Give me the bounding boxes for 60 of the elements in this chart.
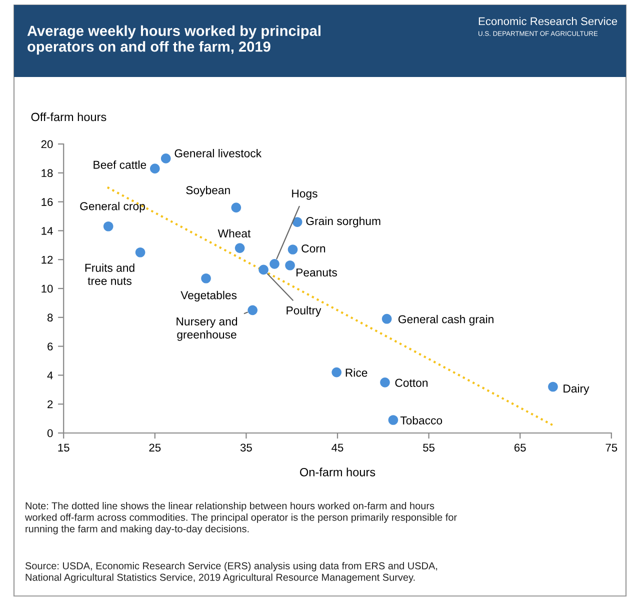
point bbox=[103, 221, 114, 232]
annotation: General cash grain bbox=[398, 314, 494, 326]
point bbox=[288, 244, 298, 254]
point bbox=[285, 260, 295, 270]
y-tick-label: 12 bbox=[42, 256, 53, 264]
x-tick-label: 25 bbox=[149, 444, 161, 452]
x-tick-label: 35 bbox=[240, 444, 252, 452]
annotation: Beef cattle bbox=[94, 160, 146, 169]
y-tick-label: 18 bbox=[42, 169, 53, 178]
annotation: Fruits and tree nuts bbox=[85, 263, 134, 285]
annotation: Rice bbox=[346, 368, 368, 377]
point bbox=[332, 367, 342, 378]
x-tick-label: 65 bbox=[514, 444, 526, 452]
annotation: Corn bbox=[302, 244, 326, 253]
point bbox=[231, 202, 242, 212]
point bbox=[160, 154, 171, 164]
annotation: Grain sorghum bbox=[306, 216, 380, 228]
source-note: Source: USDA, Economic Research Service (ERS) analysis using data from ERS and USDA, National Agricultural Statistics Service, 2019 Agricultural Resource Management Survey. bbox=[25, 562, 438, 583]
point bbox=[382, 314, 392, 324]
y-tick-label: 8 bbox=[47, 314, 53, 322]
x-tick-label: 15 bbox=[58, 444, 70, 452]
x-axis-title: On-farm hours bbox=[300, 468, 376, 476]
y-tick-label: 4 bbox=[47, 372, 53, 380]
annotation: Dairy bbox=[564, 384, 590, 395]
annotation: General crop bbox=[80, 202, 145, 212]
annotation: Peanuts bbox=[296, 268, 337, 277]
y-tick-label: 0 bbox=[47, 429, 53, 438]
annotation: Poultry bbox=[286, 306, 322, 317]
point bbox=[234, 243, 245, 253]
point bbox=[258, 264, 268, 275]
point bbox=[135, 247, 146, 258]
annotation: Cotton bbox=[395, 378, 428, 387]
y-tick-label: 10 bbox=[42, 284, 53, 293]
chart-title: Average weekly hours worked by principal operators on and off the farm, 2019 bbox=[27, 25, 320, 55]
text: Note: The dotted line shows the linear relationship between hours worked on-farm and hours worked off-farm across commodities. The principal operator is the person primarily responsible for running the farm and making day-to-day decisions. bbox=[24, 502, 457, 534]
annotation: Soybean bbox=[186, 186, 230, 196]
x-tick-label: 55 bbox=[423, 444, 435, 452]
point bbox=[380, 378, 390, 388]
y-tick-label: 14 bbox=[42, 227, 53, 235]
x-tick-label: 45 bbox=[332, 444, 344, 452]
annotation: Nursery and greenhouse bbox=[176, 317, 238, 341]
annotation: Wheat bbox=[218, 229, 251, 238]
annotation: Hogs bbox=[292, 190, 318, 200]
y-axis-title: Off-farm hours bbox=[31, 112, 106, 122]
y-tick-label: 6 bbox=[48, 342, 53, 350]
annotation: General livestock bbox=[174, 148, 262, 158]
annotation: Vegetables bbox=[180, 290, 237, 302]
point bbox=[292, 217, 302, 227]
point bbox=[548, 382, 558, 392]
point bbox=[150, 164, 160, 174]
y-tick-label: 20 bbox=[41, 140, 53, 148]
point bbox=[388, 415, 398, 425]
point bbox=[201, 273, 211, 284]
point bbox=[270, 259, 280, 269]
y-tick-label: 2 bbox=[48, 400, 53, 408]
annotation: Tobacco bbox=[400, 416, 442, 424]
x-tick-label: 75 bbox=[606, 444, 618, 452]
text: Economic Research Service bbox=[478, 17, 618, 26]
point bbox=[248, 305, 258, 316]
y-tick-label: 16 bbox=[42, 198, 53, 206]
